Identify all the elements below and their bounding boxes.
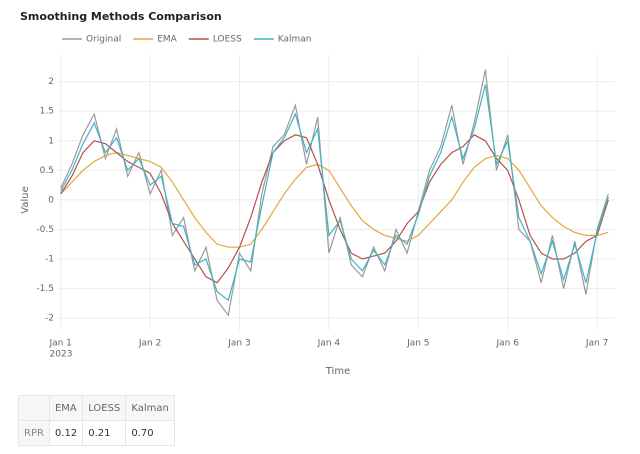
chart-title: Smoothing Methods Comparison: [20, 10, 222, 23]
stats-table: EMA LOESS Kalman RPR 0.12 0.21 0.70: [18, 395, 175, 446]
x-tick-label: Jan 1: [48, 339, 71, 349]
table-cell: Kalman: [125, 395, 175, 421]
series-line: [60, 151, 609, 248]
table-cell: LOESS: [82, 395, 127, 421]
legend-label: Kalman: [278, 35, 312, 45]
table-cell: RPR: [18, 420, 50, 446]
x-axis-label: Time: [325, 366, 350, 377]
y-tick-label: -0.5: [36, 225, 54, 235]
legend-label: EMA: [157, 35, 177, 45]
x-tick-label: Jan 6: [495, 339, 519, 349]
y-tick-label: 0: [48, 195, 54, 205]
x-tick-label: Jan 3: [227, 339, 250, 349]
table-cell: 0.12: [48, 420, 84, 446]
series-line: [60, 84, 609, 302]
y-tick-label: 1.5: [40, 107, 54, 117]
table-cell: 0.70: [125, 420, 175, 446]
table-cell: 0.21: [82, 420, 127, 446]
series-line: [60, 134, 609, 284]
y-tick-label: 1: [48, 136, 54, 146]
y-tick-label: -1.5: [36, 284, 54, 294]
table-row: EMA LOESS Kalman: [18, 395, 175, 421]
x-tick-label: Jan 2: [138, 339, 161, 349]
table-cell: [18, 395, 50, 421]
x-tick-label: Jan 5: [406, 339, 429, 349]
legend-label: Original: [86, 35, 121, 45]
chart: Smoothing Methods Comparison Time Value …: [20, 10, 615, 377]
y-tick-label: -2: [45, 314, 54, 324]
y-tick-label: -1: [45, 255, 54, 265]
x-tick-label: Jan 4: [317, 339, 341, 349]
x-year-label: 2023: [50, 350, 73, 360]
table-row: RPR 0.12 0.21 0.70: [18, 420, 175, 446]
y-tick-label: 2: [48, 77, 54, 87]
x-tick-label: Jan 7: [585, 339, 608, 349]
legend-label: LOESS: [213, 35, 242, 45]
y-tick-label: 0.5: [40, 166, 54, 176]
y-axis-label: Value: [20, 186, 31, 213]
series-line: [60, 69, 609, 317]
table-cell: EMA: [48, 395, 84, 421]
